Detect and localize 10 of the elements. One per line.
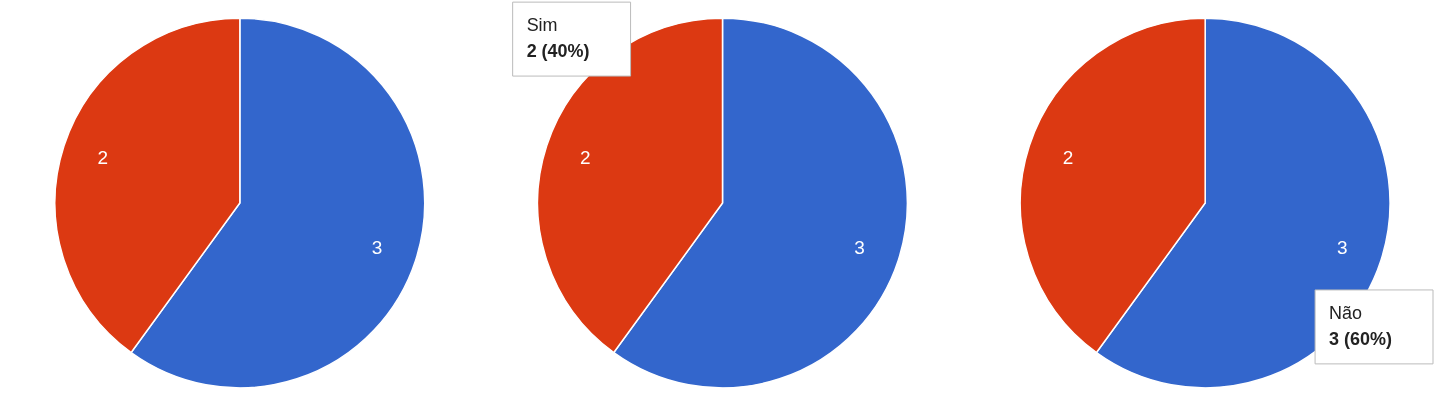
text: 2 (40%) bbox=[526, 41, 590, 62]
text: 3 (60%) bbox=[1329, 328, 1393, 349]
data-label: 3 bbox=[371, 236, 383, 258]
data-label: 3 bbox=[854, 236, 865, 258]
text: Não bbox=[1329, 302, 1363, 323]
data-label: 3 bbox=[1337, 236, 1348, 258]
data-label: 2 bbox=[1062, 147, 1074, 169]
data-label: 2 bbox=[97, 147, 108, 169]
text: Sim bbox=[526, 15, 558, 36]
data-label: 2 bbox=[580, 147, 591, 169]
